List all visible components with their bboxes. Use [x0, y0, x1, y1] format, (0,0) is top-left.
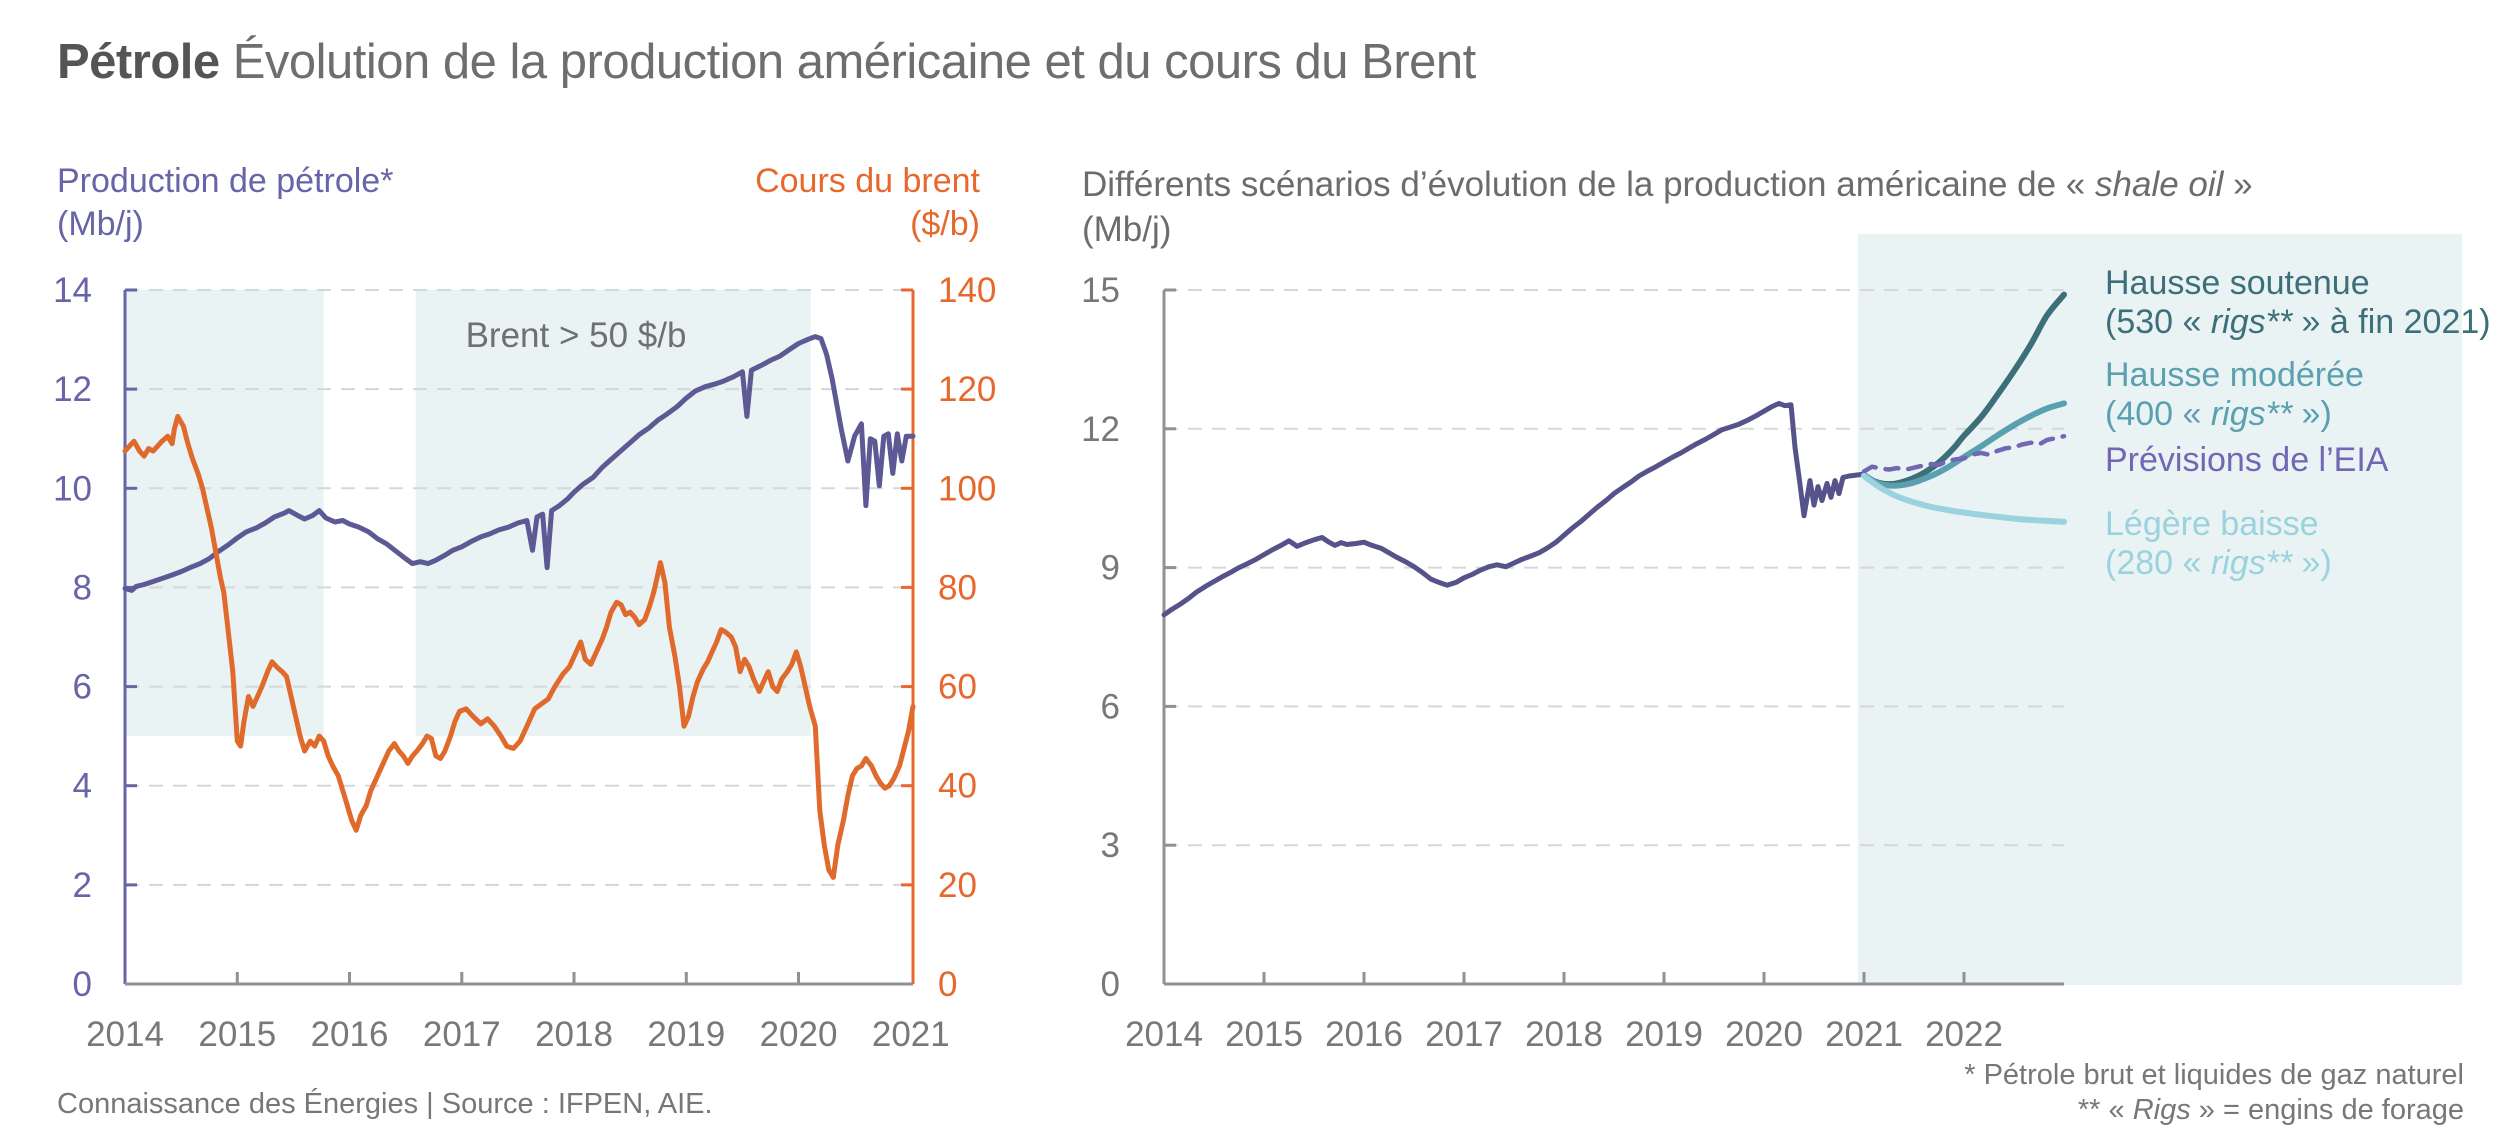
axis-tick-label: 0	[938, 965, 957, 1004]
brent-axis-unit: ($/b)	[910, 205, 980, 243]
axis-tick-label: 4	[73, 767, 92, 806]
axis-tick-label: 2015	[1225, 1015, 1303, 1054]
axis-tick-label: 2014	[86, 1015, 164, 1054]
legend-label: (530 « rigs** » à fin 2021)	[2105, 303, 2491, 342]
axis-tick-label: 12	[1081, 410, 1120, 449]
footnote-production: * Pétrole brut et liquides de gaz nature…	[1964, 1059, 2464, 1091]
axis-tick-label: 0	[1101, 965, 1120, 1004]
legend-item-hausse-soutenue: Hausse soutenue (530 « rigs** » à fin 202…	[2105, 264, 2491, 342]
legend-label: (280 « rigs** »)	[2105, 544, 2332, 583]
legend-label: Hausse modérée	[2105, 356, 2364, 395]
right-chart-unit: (Mb/j)	[1082, 210, 1172, 249]
axis-tick-label: 15	[1081, 271, 1120, 310]
text-part: rigs**	[2210, 544, 2293, 582]
legend-label: Prévisions de l’EIA	[2105, 441, 2388, 480]
text-part: Rigs	[2132, 1094, 2191, 1126]
series-hausse-moderee	[1861, 400, 2067, 489]
axis-tick-label: 60	[938, 668, 977, 707]
axis-tick-label: 0	[73, 965, 92, 1004]
brent-above-50-annotation: Brent > 50 $/b	[465, 316, 687, 355]
legend-label: Hausse soutenue	[2105, 264, 2491, 303]
series-previsions-eia	[1861, 433, 2067, 474]
axis-tick-label: 2019	[1625, 1015, 1703, 1054]
source-credit: Connaissance des Énergies | Source : IFP…	[57, 1088, 713, 1120]
series-legere-baisse	[1861, 473, 2067, 525]
axis-tick-label: 14	[53, 271, 92, 310]
left-chart-brent-axis-title: Cours du brent ($/b)	[600, 160, 980, 246]
series-production-us	[122, 334, 916, 593]
series-brent	[122, 413, 916, 880]
text-part: » = engins de forage	[2190, 1094, 2464, 1126]
text-part: »)	[2292, 544, 2332, 582]
title-subtitle: Évolution de la production américaine et…	[219, 35, 1477, 89]
text-part: Prévisions de l’EIA	[2105, 441, 2389, 479]
right-chart-title: Différents scénarios d’évolution de la p…	[1082, 162, 2253, 252]
production-axis-title-text: Production de pétrole*	[57, 162, 394, 200]
text-part: Légère baisse	[2105, 505, 2319, 543]
axis-tick-label: 2016	[311, 1015, 389, 1054]
forecast-band	[1858, 234, 2462, 985]
axis-tick-label: 100	[938, 469, 996, 508]
text-part: rigs**	[2210, 303, 2293, 341]
text-part: »)	[2292, 395, 2332, 433]
brent-axis-title-text: Cours du brent	[755, 162, 980, 200]
axis-tick-label: 2015	[198, 1015, 276, 1054]
axis-tick-label: 120	[938, 370, 996, 409]
legend-label: (400 « rigs** »)	[2105, 395, 2364, 434]
left-chart-production-axis-title: Production de pétrole* (Mb/j)	[57, 160, 393, 246]
axis-tick-label: 6	[1101, 687, 1120, 726]
axis-tick-label: 2021	[872, 1015, 950, 1054]
axis-tick-label: 140	[938, 271, 996, 310]
legend-item-previsions-eia: Prévisions de l’EIA	[2105, 441, 2388, 480]
series-shale-history	[1161, 400, 1867, 618]
axis-tick-label: 2019	[647, 1015, 725, 1054]
text-part: ** «	[2077, 1094, 2133, 1126]
axis-tick-label: 2	[73, 866, 92, 905]
axis-tick-label: 2022	[1925, 1015, 2003, 1054]
legend-item-hausse-moderee: Hausse modérée (400 « rigs** »)	[2105, 356, 2364, 434]
axis-tick-label: 12	[53, 370, 92, 409]
text-part: (280 «	[2105, 544, 2211, 582]
axis-tick-label: 6	[73, 668, 92, 707]
right-chart: 0 3 6 9 12 15 2014 2015 2016 2017 2018 2019 2020 2021…	[1081, 234, 2462, 1054]
axis-tick-label: 2020	[760, 1015, 838, 1054]
axis-tick-label: 2017	[423, 1015, 501, 1054]
axis-tick-label: 40	[938, 767, 977, 806]
axis-tick-label: 2018	[1525, 1015, 1603, 1054]
text-part: (400 «	[2105, 395, 2211, 433]
axis-tick-label: 9	[1101, 549, 1120, 588]
legend-item-legere-baisse: Légère baisse (280 « rigs** »)	[2105, 505, 2332, 583]
footnotes: * Pétrole brut et liquides de gaz nature…	[1964, 1058, 2464, 1128]
axis-tick-label: 2017	[1425, 1015, 1503, 1054]
right-chart-title-text: Différents scénarios d’évolution de la p…	[1082, 162, 2253, 207]
text-part: » à fin 2021)	[2292, 303, 2491, 341]
axis-tick-label: 20	[938, 866, 977, 905]
axis-tick-label: 80	[938, 568, 977, 607]
text-part: Hausse modérée	[2105, 356, 2364, 394]
axis-tick-label: 2016	[1325, 1015, 1403, 1054]
text-part: rigs**	[2210, 395, 2293, 433]
title-topic: Pétrole	[57, 35, 220, 89]
text-part: (530 «	[2105, 303, 2211, 341]
text-part: shale oil	[2095, 165, 2224, 204]
axis-tick-label: 2021	[1825, 1015, 1903, 1054]
axis-tick-label: 8	[73, 568, 92, 607]
footnote-rigs: ** « Rigs » = engins de forage	[1964, 1093, 2464, 1128]
axis-tick-label: 2014	[1125, 1015, 1203, 1054]
text-part: »	[2223, 165, 2253, 204]
axis-tick-label: 10	[53, 469, 92, 508]
page-title: Pétrole Évolution de la production améri…	[57, 34, 1476, 90]
axis-tick-label: 2020	[1725, 1015, 1803, 1054]
text-part: Hausse soutenue	[2105, 264, 2370, 302]
axis-tick-label: 2018	[535, 1015, 613, 1054]
legend-label: Légère baisse	[2105, 505, 2332, 544]
text-part: Différents scénarios d’évolution de la p…	[1082, 165, 2096, 204]
production-axis-unit: (Mb/j)	[57, 205, 144, 243]
axis-tick-label: 3	[1101, 826, 1120, 865]
